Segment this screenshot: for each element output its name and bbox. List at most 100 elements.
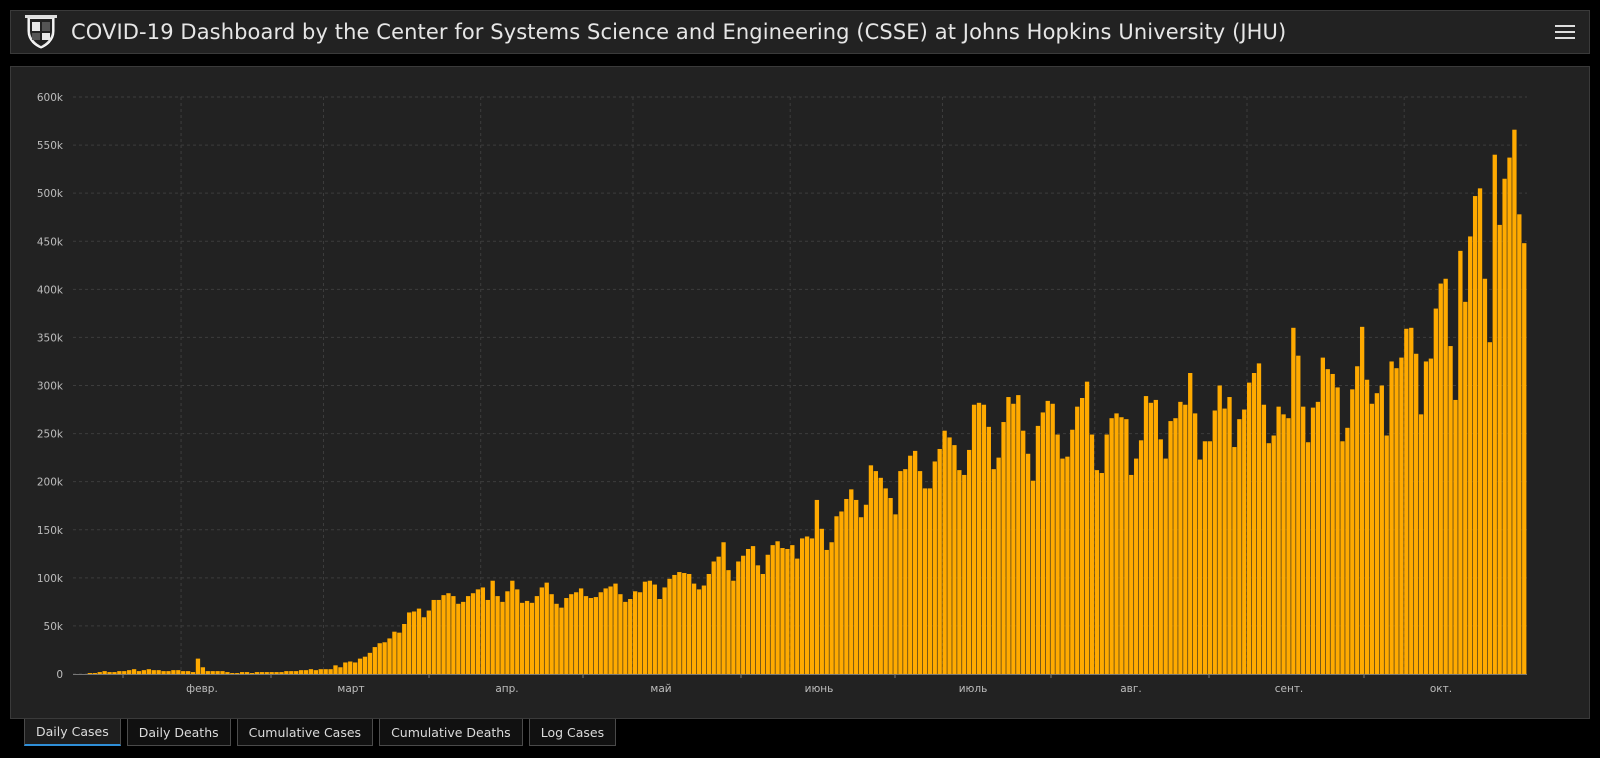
daily-cases-bar[interactable] — [947, 437, 952, 674]
daily-cases-bar[interactable] — [215, 671, 220, 674]
daily-cases-bar[interactable] — [510, 580, 515, 674]
daily-cases-bar[interactable] — [1374, 393, 1380, 674]
daily-cases-bar[interactable] — [1232, 447, 1237, 674]
daily-cases-bar[interactable] — [225, 672, 230, 674]
daily-cases-bar[interactable] — [1487, 342, 1493, 674]
daily-cases-bar[interactable] — [750, 546, 756, 674]
daily-cases-bar[interactable] — [726, 570, 731, 674]
daily-cases-bar[interactable] — [701, 585, 707, 674]
daily-cases-bar[interactable] — [770, 545, 775, 674]
daily-cases-bar[interactable] — [1335, 387, 1340, 674]
daily-cases-bar[interactable] — [785, 548, 790, 674]
daily-cases-bar[interactable] — [1497, 224, 1502, 674]
daily-cases-bar[interactable] — [362, 656, 368, 674]
daily-cases-bar[interactable] — [254, 672, 260, 674]
daily-cases-bar[interactable] — [549, 594, 554, 674]
daily-cases-bar[interactable] — [230, 673, 235, 674]
daily-cases-bar[interactable] — [1011, 403, 1016, 674]
daily-cases-bar[interactable] — [1482, 278, 1488, 674]
daily-cases-bar[interactable] — [996, 457, 1001, 674]
daily-cases-bar[interactable] — [1472, 196, 1478, 674]
daily-cases-bar[interactable] — [303, 670, 309, 674]
daily-cases-bar[interactable] — [1178, 401, 1183, 674]
daily-cases-bar[interactable] — [279, 672, 284, 674]
daily-cases-bar[interactable] — [1399, 357, 1404, 674]
daily-cases-bar[interactable] — [372, 647, 377, 674]
daily-cases-bar[interactable] — [632, 591, 638, 674]
daily-cases-bar[interactable] — [97, 672, 102, 674]
daily-cases-bar[interactable] — [1340, 441, 1345, 674]
daily-cases-bar[interactable] — [1364, 379, 1370, 674]
daily-cases-bar[interactable] — [917, 471, 923, 674]
daily-cases-bar[interactable] — [156, 670, 161, 674]
daily-cases-bar[interactable] — [642, 581, 648, 674]
daily-cases-bar[interactable] — [1202, 441, 1208, 674]
daily-cases-bar[interactable] — [1355, 366, 1360, 674]
daily-cases-bar[interactable] — [1320, 357, 1326, 674]
daily-cases-bar[interactable] — [593, 597, 599, 674]
daily-cases-bar[interactable] — [1158, 439, 1163, 674]
daily-cases-bar[interactable] — [220, 671, 225, 674]
daily-cases-bar[interactable] — [480, 587, 486, 674]
daily-cases-bar[interactable] — [760, 573, 766, 674]
daily-cases-bar[interactable] — [927, 488, 933, 674]
daily-cases-bar[interactable] — [790, 545, 795, 674]
daily-cases-bar[interactable] — [190, 672, 196, 674]
daily-cases-bar[interactable] — [672, 574, 677, 674]
daily-cases-bar[interactable] — [873, 471, 878, 674]
daily-cases-bar[interactable] — [667, 578, 672, 674]
daily-cases-bar[interactable] — [1251, 372, 1257, 674]
daily-cases-bar[interactable] — [1045, 400, 1050, 674]
daily-cases-bar[interactable] — [1040, 412, 1046, 674]
daily-cases-bar[interactable] — [308, 669, 314, 674]
daily-cases-bar[interactable] — [431, 599, 436, 674]
daily-cases-bar[interactable] — [205, 671, 210, 674]
daily-cases-bar[interactable] — [1124, 419, 1129, 674]
daily-cases-bar[interactable] — [411, 611, 417, 674]
daily-cases-bar[interactable] — [839, 511, 844, 674]
daily-cases-bar[interactable] — [858, 517, 864, 674]
daily-cases-bar[interactable] — [1197, 459, 1203, 674]
daily-cases-bar[interactable] — [1443, 278, 1448, 674]
daily-cases-bar[interactable] — [1404, 328, 1409, 674]
daily-cases-bar[interactable] — [451, 596, 456, 674]
daily-cases-bar[interactable] — [849, 489, 854, 674]
daily-cases-bar[interactable] — [505, 591, 510, 674]
daily-cases-bar[interactable] — [854, 499, 859, 674]
daily-cases-bar[interactable] — [976, 402, 982, 674]
daily-cases-bar[interactable] — [691, 583, 697, 674]
daily-cases-bar[interactable] — [131, 669, 137, 674]
daily-cases-bar[interactable] — [878, 477, 883, 674]
daily-cases-bar[interactable] — [711, 561, 716, 674]
hamburger-menu-icon[interactable] — [1555, 22, 1575, 42]
daily-cases-bar[interactable] — [294, 671, 299, 674]
daily-cases-bar[interactable] — [731, 580, 736, 674]
daily-cases-bar[interactable] — [741, 555, 746, 674]
daily-cases-bar[interactable] — [1448, 346, 1453, 674]
daily-cases-bar[interactable] — [800, 538, 805, 674]
daily-cases-bar[interactable] — [1075, 406, 1080, 674]
daily-cases-bar[interactable] — [613, 583, 618, 674]
daily-cases-bar[interactable] — [721, 542, 726, 674]
daily-cases-bar[interactable] — [313, 670, 319, 674]
daily-cases-bar[interactable] — [677, 572, 682, 674]
daily-cases-bar[interactable] — [1153, 399, 1158, 674]
daily-cases-bar[interactable] — [1070, 429, 1075, 674]
daily-cases-bar[interactable] — [544, 582, 549, 674]
daily-cases-bar[interactable] — [716, 556, 721, 674]
daily-cases-bar[interactable] — [937, 448, 942, 674]
daily-cases-bar[interactable] — [569, 594, 574, 674]
daily-cases-bar[interactable] — [402, 623, 407, 674]
daily-cases-bar[interactable] — [1099, 473, 1104, 674]
daily-cases-bar[interactable] — [745, 548, 751, 674]
daily-cases-bar[interactable] — [554, 603, 559, 674]
daily-cases-bar[interactable] — [863, 504, 869, 674]
daily-cases-bar[interactable] — [1428, 358, 1434, 674]
daily-cases-bar[interactable] — [475, 589, 481, 674]
daily-cases-bar[interactable] — [1237, 419, 1242, 674]
daily-cases-bar[interactable] — [932, 461, 937, 674]
daily-cases-bar[interactable] — [804, 536, 810, 674]
daily-cases-bar[interactable] — [844, 498, 849, 674]
daily-cases-bar[interactable] — [814, 499, 820, 674]
daily-cases-bar[interactable] — [539, 587, 544, 674]
